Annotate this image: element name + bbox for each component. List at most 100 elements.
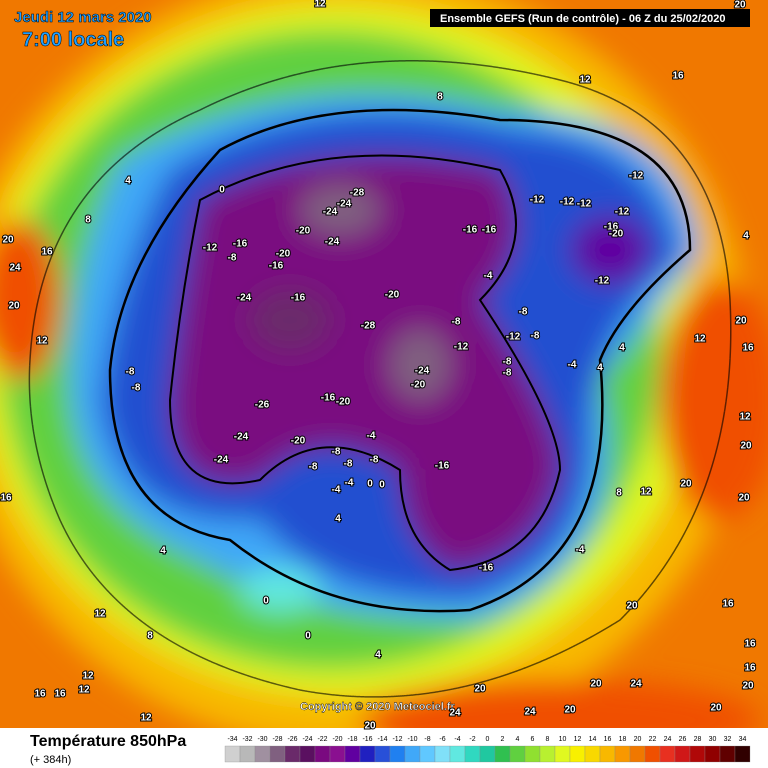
scale-label: -20 — [332, 736, 342, 743]
contour-label: -12 — [530, 195, 545, 206]
copyright: Copyright © 2020 Meteociel.fr — [300, 701, 456, 713]
scale-swatch — [539, 745, 556, 763]
scale-swatch — [419, 745, 436, 763]
contour-label: -20 — [276, 249, 291, 260]
scale-swatch — [269, 745, 286, 763]
scale-label: 4 — [516, 736, 520, 743]
contour-label: 4 — [375, 650, 381, 661]
scale-swatch — [734, 745, 751, 763]
scale-swatch — [524, 745, 541, 763]
contour-label: -4 — [345, 478, 354, 489]
contour-label: -8 — [344, 459, 353, 470]
contour-label: 16 — [722, 599, 734, 610]
scale-label: -14 — [377, 736, 387, 743]
contour-label: 8 — [147, 631, 153, 642]
contour-label: -20 — [336, 397, 351, 408]
scale-label: 6 — [531, 736, 535, 743]
scale-swatch — [704, 745, 721, 763]
scale-label: 32 — [724, 736, 732, 743]
scale-swatch — [464, 745, 481, 763]
contour-label: -20 — [385, 290, 400, 301]
scale-label: -4 — [454, 736, 460, 743]
contour-label: 20 — [8, 301, 20, 312]
contour-label: -12 — [615, 207, 630, 218]
scale-swatch — [389, 745, 406, 763]
scale-label: 28 — [694, 736, 702, 743]
contour-label: -16 — [269, 261, 284, 272]
scale-label: 30 — [709, 736, 717, 743]
contour-label: 16 — [744, 663, 756, 674]
scale-label: 26 — [679, 736, 687, 743]
contour-label: 24 — [524, 707, 536, 718]
contour-label: -8 — [519, 307, 528, 318]
contour-label: 20 — [564, 705, 576, 716]
contour-label: -8 — [531, 331, 540, 342]
contour-label: 24 — [9, 263, 21, 274]
contour-label: 4 — [160, 546, 166, 557]
scale-swatch — [284, 745, 301, 763]
scale-label: 0 — [486, 736, 490, 743]
scale-label: 16 — [604, 736, 612, 743]
contour-label: 20 — [626, 601, 638, 612]
scale-swatch — [674, 745, 691, 763]
contour-label: -12 — [577, 199, 592, 210]
contour-label: 20 — [680, 479, 692, 490]
scale-swatch — [299, 745, 316, 763]
scale-swatch — [344, 745, 361, 763]
scale-label: 12 — [574, 736, 582, 743]
scale-swatch — [644, 745, 661, 763]
scale-label: -30 — [257, 736, 267, 743]
scale-swatch — [404, 745, 421, 763]
contour-label: -26 — [255, 400, 270, 411]
footer-lead: (+ 384h) — [30, 754, 71, 766]
scale-swatch — [479, 745, 496, 763]
contour-label: -12 — [629, 171, 644, 182]
contour-label: -12 — [203, 243, 218, 254]
scale-swatch — [614, 745, 631, 763]
contour-label: -24 — [337, 199, 352, 210]
scale-label: -26 — [287, 736, 297, 743]
scale-swatch — [449, 745, 466, 763]
contour-label: 12 — [36, 336, 48, 347]
contour-label: 20 — [364, 721, 376, 732]
contour-label: -4 — [484, 271, 493, 282]
contour-label: -8 — [126, 367, 135, 378]
scale-swatch — [374, 745, 391, 763]
contour-label: -16 — [482, 225, 497, 236]
contour-label: 0 — [219, 185, 225, 196]
contour-label: -24 — [214, 455, 229, 466]
scale-swatch — [584, 745, 601, 763]
contour-label: 12 — [94, 609, 106, 620]
scale-swatch — [719, 745, 736, 763]
contour-label: 20 — [740, 441, 752, 452]
contour-label: 12 — [640, 487, 652, 498]
scale-label: -2 — [469, 736, 475, 743]
contour-label: -12 — [595, 276, 610, 287]
contour-label: 4 — [125, 176, 131, 187]
scale-swatch — [554, 745, 571, 763]
scale-label: -12 — [392, 736, 402, 743]
scale-swatch — [659, 745, 676, 763]
scale-swatch — [629, 745, 646, 763]
scale-label: -28 — [272, 736, 282, 743]
contour-label: -20 — [296, 226, 311, 237]
scale-label: -34 — [227, 736, 237, 743]
contour-label: 20 — [734, 0, 746, 11]
contour-label: -24 — [237, 293, 252, 304]
contour-label: 16 — [0, 493, 12, 504]
scale-label: -24 — [302, 736, 312, 743]
scale-swatch — [434, 745, 451, 763]
contour-label: -8 — [228, 253, 237, 264]
contour-line — [108, 108, 692, 613]
contour-label: 12 — [78, 685, 90, 696]
scale-swatch — [494, 745, 511, 763]
contour-label: 20 — [474, 684, 486, 695]
run-box — [430, 9, 750, 27]
contour-label: 20 — [2, 235, 14, 246]
contour-label: 16 — [54, 689, 66, 700]
contour-label: 16 — [41, 247, 53, 258]
scale-swatch — [359, 745, 376, 763]
contour-label: -8 — [370, 455, 379, 466]
